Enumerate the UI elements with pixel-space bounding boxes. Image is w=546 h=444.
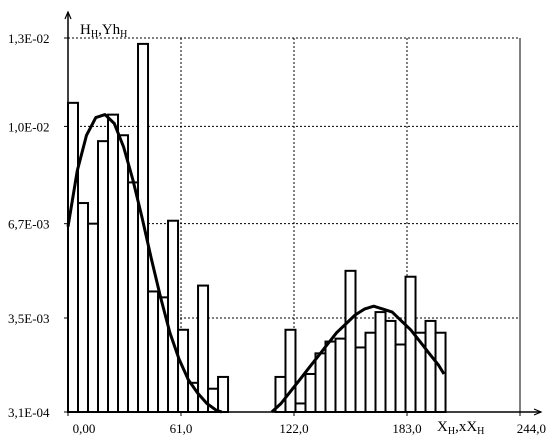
histogram-bar [97, 140, 110, 413]
histogram-bar [127, 181, 140, 413]
y-tick-label: 3,5E-03 [8, 311, 50, 326]
axes-layer [64, 10, 543, 416]
histogram-bar [324, 340, 337, 413]
x-axis-label: XH,xXH [437, 419, 484, 437]
y-tick-label: 1,0E-02 [8, 119, 50, 134]
histogram-bar [334, 337, 347, 413]
histogram-bar [344, 269, 357, 414]
histogram-bar [107, 113, 120, 414]
bars-layer [67, 42, 447, 414]
histogram-bar [167, 219, 180, 413]
grid-layer [68, 37, 521, 412]
y-axis-label: HH,YhH [80, 22, 127, 40]
histogram-bar [117, 134, 130, 413]
histogram-bar [384, 319, 397, 413]
x-tick-label: 244,0 [517, 421, 546, 436]
x-tick-label: 61,0 [170, 421, 193, 436]
histogram-bar [394, 343, 407, 413]
fitted-curve [270, 304, 446, 414]
y-tick-label: 3,1E-04 [8, 405, 50, 420]
y-axis-arrow-icon [64, 10, 72, 20]
histogram-bar [374, 311, 387, 414]
histogram-bar [147, 290, 160, 413]
histogram-bar [284, 328, 297, 413]
y-tick-label: 6,7E-03 [8, 217, 50, 232]
histogram-bar [404, 275, 417, 414]
y-tick-label: 1,3E-02 [8, 31, 50, 46]
histogram-bar [67, 101, 80, 413]
histogram-bar [364, 331, 377, 413]
histogram-bar [304, 372, 317, 413]
x-tick-label: 183,0 [392, 421, 421, 436]
fitted-curve [66, 113, 223, 414]
histogram-bar [354, 346, 367, 413]
histogram-bar [314, 352, 327, 414]
x-tick-label: 0,00 [73, 421, 96, 436]
histogram-bar [294, 402, 307, 414]
curve-layer [66, 113, 446, 414]
histogram-bar [217, 375, 230, 413]
x-tick-label: 122,0 [279, 421, 308, 436]
x-axis-arrow-icon [533, 408, 543, 416]
histogram-bar [424, 319, 437, 413]
histogram-bar [77, 202, 90, 413]
ticks-layer: 3,1E-04 3,5E-03 6,7E-03 1,0E-02 1,3E-02 0,00 6… [8, 31, 546, 436]
histogram-bar [87, 222, 100, 413]
